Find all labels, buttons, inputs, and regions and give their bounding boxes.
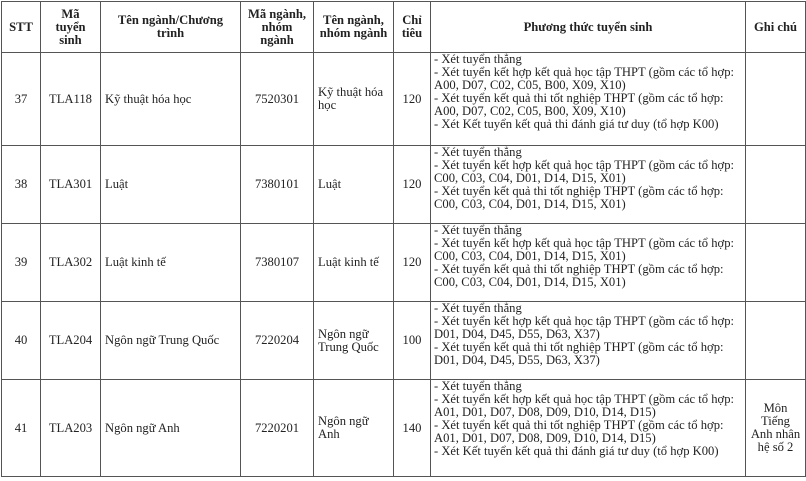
program-name: Ngôn ngữ Trung Quốc — [100, 301, 241, 380]
method-item: - Xét Kết tuyển kết quả thi đánh giá tư … — [434, 444, 719, 458]
major-name: Ngôn ngữ Trung Quốc — [313, 301, 394, 380]
method-item: - Xét tuyển thẳng — [434, 301, 522, 315]
method-item: - Xét tuyển kết hợp kết quả học tập THPT… — [434, 314, 734, 341]
method-item: - Xét tuyển kết hợp kết quả học tập THPT… — [434, 158, 734, 185]
major-name: Luật kinh tế — [313, 223, 394, 302]
quota: 140 — [393, 379, 431, 477]
admission-code: TLA302 — [40, 223, 101, 302]
stt: 38 — [1, 145, 41, 224]
program-name: Luật — [100, 145, 241, 224]
header-cell: Mã tuyển sinh — [40, 1, 101, 53]
program-name: Ngôn ngữ Anh — [100, 379, 241, 477]
method-item: - Xét tuyển thẳng — [434, 379, 522, 393]
method-item: - Xét tuyển kết quả thi tốt nghiệp THPT … — [434, 91, 724, 118]
quota: 120 — [393, 145, 431, 224]
note — [745, 301, 806, 380]
methods: - Xét tuyển thẳng - Xét tuyển kết hợp kết… — [430, 223, 746, 302]
note — [745, 145, 806, 224]
major-code: 7220201 — [240, 379, 314, 477]
stt: 41 — [1, 379, 41, 477]
methods: - Xét tuyển thẳng - Xét tuyển kết hợp kết… — [430, 52, 746, 146]
major-code: 7380107 — [240, 223, 314, 302]
methods: - Xét tuyển thẳng - Xét tuyển kết hợp kết… — [430, 379, 746, 477]
header-cell: Mã ngành, nhóm ngành — [240, 1, 314, 53]
note — [745, 223, 806, 302]
stt: 40 — [1, 301, 41, 380]
table-row: 37 TLA118 Kỹ thuật hóa học 7520301 Kỹ thuật … — [1, 52, 806, 146]
methods: - Xét tuyển thẳng - Xét tuyển kết hợp kết… — [430, 145, 746, 224]
major-name: Kỹ thuật hóa học — [313, 52, 394, 146]
note: Môn Tiếng Anh nhân hệ số 2 — [745, 379, 806, 477]
method-item: - Xét tuyển kết quả thi tốt nghiệp THPT … — [434, 418, 724, 445]
program-name: Kỹ thuật hóa học — [100, 52, 241, 146]
admission-code: TLA204 — [40, 301, 101, 380]
method-item: - Xét tuyển kết hợp kết quả học tập THPT… — [434, 236, 734, 263]
method-item: - Xét tuyển thẳng — [434, 52, 522, 66]
table-row: 39 TLA302 Luật kinh tế 7380107 Luật kinh tế 1… — [1, 223, 806, 302]
major-name: Luật — [313, 145, 394, 224]
method-item: - Xét tuyển kết hợp kết quả học tập THPT… — [434, 65, 734, 92]
header-cell: Chỉ tiêu — [393, 1, 431, 53]
note — [745, 52, 806, 146]
admission-code: TLA203 — [40, 379, 101, 477]
header-cell: Phương thức tuyển sinh — [430, 1, 746, 53]
quota: 120 — [393, 52, 431, 146]
stt: 39 — [1, 223, 41, 302]
major-code: 7380101 — [240, 145, 314, 224]
method-item: - Xét tuyển kết quả thi tốt nghiệp THPT … — [434, 340, 724, 367]
table-row: 40 TLA204 Ngôn ngữ Trung Quốc 7220204 Ngôn n… — [1, 301, 806, 380]
admission-code: TLA118 — [40, 52, 101, 146]
header-cell: STT — [1, 1, 41, 53]
major-code: 7520301 — [240, 52, 314, 146]
method-item: - Xét tuyển kết hợp kết quả học tập THPT… — [434, 392, 734, 419]
header-cell: Tên ngành/Chương trình — [100, 1, 241, 53]
admission-code: TLA301 — [40, 145, 101, 224]
major-code: 7220204 — [240, 301, 314, 380]
method-item: - Xét tuyển thẳng — [434, 145, 522, 159]
methods: - Xét tuyển thẳng - Xét tuyển kết hợp kết… — [430, 301, 746, 380]
method-item: - Xét tuyển kết quả thi tốt nghiệp THPT … — [434, 262, 724, 289]
table-body: 37 TLA118 Kỹ thuật hóa học 7520301 Kỹ thuật … — [1, 52, 806, 477]
method-item: - Xét tuyển kết quả thi tốt nghiệp THPT … — [434, 184, 724, 211]
header-row: STT Mã tuyển sinh Tên ngành/Chương trình Mã… — [1, 1, 806, 53]
header-cell: Ghi chú — [745, 1, 806, 53]
table-row: 41 TLA203 Ngôn ngữ Anh 7220201 Ngôn ngữ Anh 1… — [1, 379, 806, 477]
major-name: Ngôn ngữ Anh — [313, 379, 394, 477]
stt: 37 — [1, 52, 41, 146]
table-row: 38 TLA301 Luật 7380101 Luật 120- Xét tuyển th… — [1, 145, 806, 224]
method-item: - Xét Kết tuyển kết quả thi đánh giá tư … — [434, 117, 719, 131]
method-item: - Xét tuyển thẳng — [434, 223, 522, 237]
quota: 100 — [393, 301, 431, 380]
header-cell: Tên ngành, nhóm ngành — [313, 1, 394, 53]
quota: 120 — [393, 223, 431, 302]
program-name: Luật kinh tế — [100, 223, 241, 302]
